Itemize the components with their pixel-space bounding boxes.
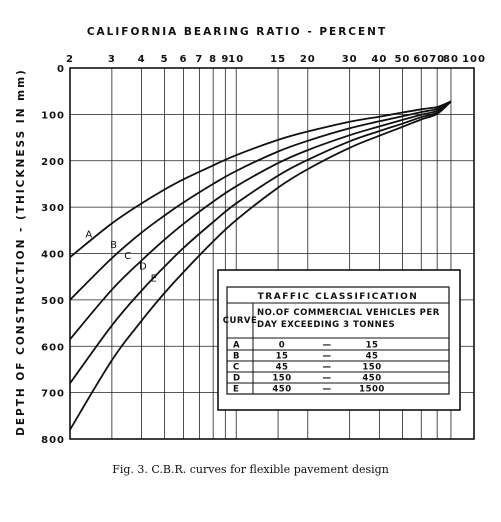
table-title: TRAFFIC CLASSIFICATION [258, 292, 419, 302]
y-tick-label: 800 [41, 435, 65, 446]
curve-b [69, 100, 452, 301]
table-cell-to: 15 [366, 341, 379, 351]
figure-caption: Fig. 3. C.B.R. curves for flexible pavem… [112, 463, 389, 476]
table-cell-dash: — [323, 385, 332, 395]
table-cell-curve: B [233, 352, 240, 362]
x-tick-label: 6 [179, 54, 187, 65]
y-tick-label: 200 [41, 157, 65, 168]
x-tick-label: 3 [108, 54, 116, 65]
y-tick-label: 300 [41, 203, 65, 214]
table-cell-curve: A [233, 341, 240, 351]
table-cell-to: 1500 [359, 385, 385, 395]
y-tick-label: 500 [41, 296, 65, 307]
table-cell-from: 15 [276, 352, 289, 362]
curve-label-e: E [151, 273, 157, 284]
table-cell-from: 0 [279, 341, 285, 351]
table-cell-curve: D [233, 374, 241, 384]
x-tick-label: 2 [66, 54, 74, 65]
table-cell-curve: E [233, 385, 239, 395]
y-tick-label: 100 [41, 110, 65, 121]
curve-label-b: B [110, 240, 117, 251]
table-col2-header-line1: NO.OF COMMERCIAL VEHICLES PER [257, 308, 440, 318]
y-tick-label: 700 [41, 389, 65, 400]
x-tick-label: 5 [161, 54, 169, 65]
table-outer-frame [217, 269, 461, 411]
curve-e [69, 100, 452, 431]
x-axis-title: CALIFORNIA BEARING RATIO - PERCENT [87, 26, 387, 38]
curve-label-a: A [85, 229, 92, 240]
table-cell-dash: — [323, 374, 332, 384]
table-cell-dash: — [323, 341, 332, 351]
table-cell-from: 450 [272, 385, 291, 395]
x-tick-label: 80 [443, 54, 459, 65]
y-tick-label: 400 [41, 250, 65, 261]
table-cell-from: 45 [276, 363, 289, 373]
x-tick-label: 15 [270, 54, 286, 65]
table-cell-curve: C [233, 363, 240, 373]
table-cell-dash: — [323, 352, 332, 362]
table-cell-to: 450 [362, 374, 381, 384]
table-cell-to: 45 [366, 352, 379, 362]
x-tick-label: 8 [209, 54, 217, 65]
x-tick-label: 10 [228, 54, 244, 65]
x-tick-label: 70 [429, 54, 445, 65]
curve-label-d: D [139, 262, 147, 273]
table-col2-header-line2: DAY EXCEEDING 3 TONNES [257, 320, 395, 330]
x-tick-label: 50 [394, 54, 410, 65]
curve-a [69, 100, 452, 258]
x-tick-label: 40 [371, 54, 387, 65]
x-tick-label: 9 [221, 54, 229, 65]
x-tick-label: 4 [138, 54, 146, 65]
y-tick-label: 600 [41, 342, 65, 353]
table-cell-dash: — [323, 363, 332, 373]
x-tick-label: 20 [300, 54, 316, 65]
y-axis-title: DEPTH OF CONSTRUCTION - (THICKNESS IN mm… [15, 68, 27, 436]
curve-label-c: C [124, 251, 131, 262]
curves [69, 100, 452, 431]
table-cell-from: 150 [272, 374, 291, 384]
curve-c [69, 100, 452, 340]
y-tick-label: 0 [57, 64, 65, 75]
x-tick-label: 30 [342, 54, 358, 65]
x-tick-label: 7 [195, 54, 203, 65]
table-cell-to: 150 [362, 363, 381, 373]
table-col1-header: CURVE [223, 316, 258, 326]
curve-d [69, 100, 452, 384]
x-tick-label: 100 [462, 54, 486, 65]
plot-frame [69, 67, 475, 440]
x-tick-label: 60 [413, 54, 429, 65]
